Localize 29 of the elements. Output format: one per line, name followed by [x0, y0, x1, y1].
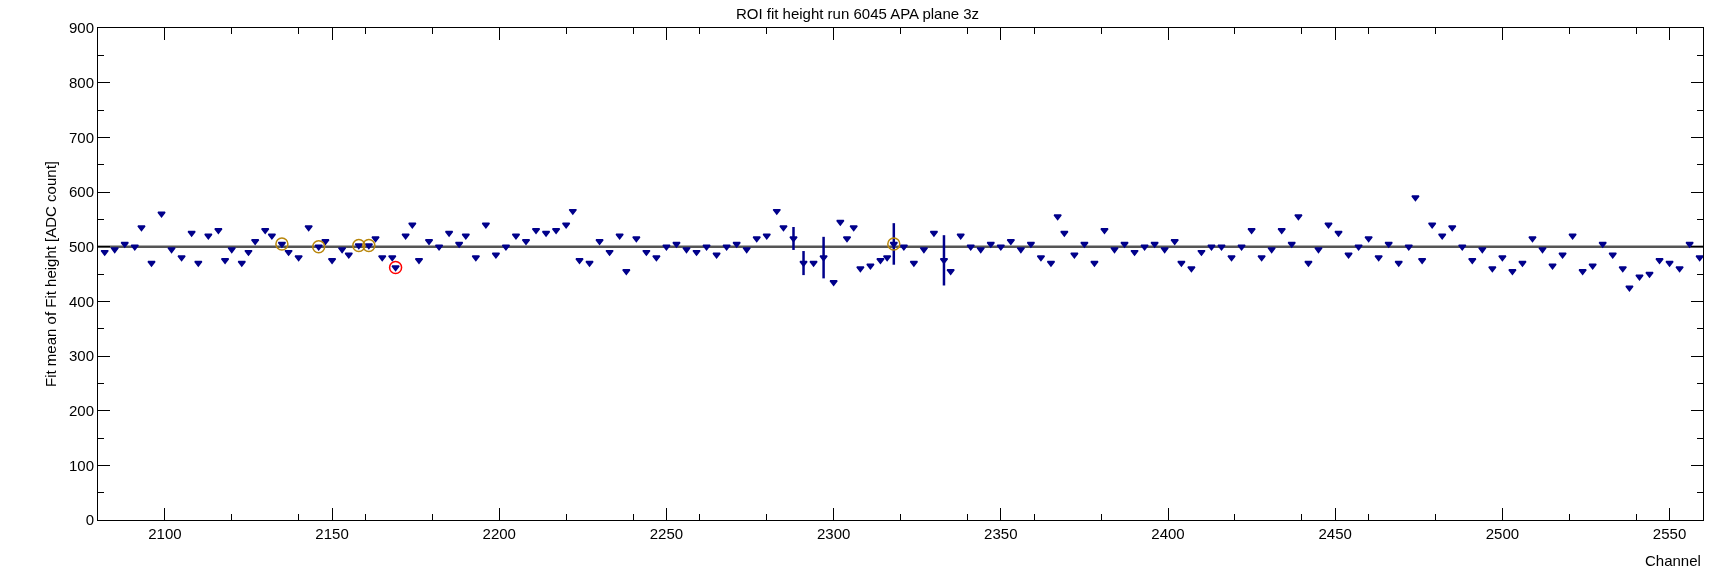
x-tick-label: 2550 — [1652, 525, 1687, 542]
y-tick-label: 700 — [68, 128, 94, 146]
x-tick-label: 2100 — [148, 525, 182, 542]
y-axis-title: Fit mean of Fit height [ADC count] — [42, 161, 60, 387]
y-tick-label: 0 — [85, 511, 94, 529]
y-tick-label: 400 — [68, 292, 94, 310]
x-tick-label: 2400 — [1151, 525, 1185, 542]
x-tick-label: 2500 — [1485, 525, 1520, 542]
y-tick-label: 100 — [68, 456, 94, 474]
point — [388, 260, 403, 275]
chart-title: ROI fit height run 6045 APA plane 3z — [735, 5, 980, 23]
x-tick-label: 2200 — [482, 525, 516, 542]
point — [311, 239, 326, 254]
y-tick-label: 500 — [68, 237, 94, 255]
y-tick-label: 300 — [68, 347, 94, 365]
x-tick-label: 2300 — [816, 525, 851, 542]
x-tick-label: 2350 — [984, 525, 1018, 542]
point — [352, 238, 366, 253]
point — [887, 237, 901, 251]
x-tick-label: 2250 — [649, 525, 684, 542]
x-tick-label: 2150 — [315, 525, 349, 542]
y-tick-label: 200 — [68, 401, 94, 419]
y-tick-label: 900 — [68, 19, 94, 37]
point — [362, 238, 376, 253]
x-tick-label: 2450 — [1318, 525, 1352, 542]
y-tick-label: 800 — [68, 73, 94, 91]
y-tick-label: 600 — [68, 183, 94, 201]
point — [275, 237, 289, 251]
x-axis-title: Channel — [1645, 552, 1701, 569]
